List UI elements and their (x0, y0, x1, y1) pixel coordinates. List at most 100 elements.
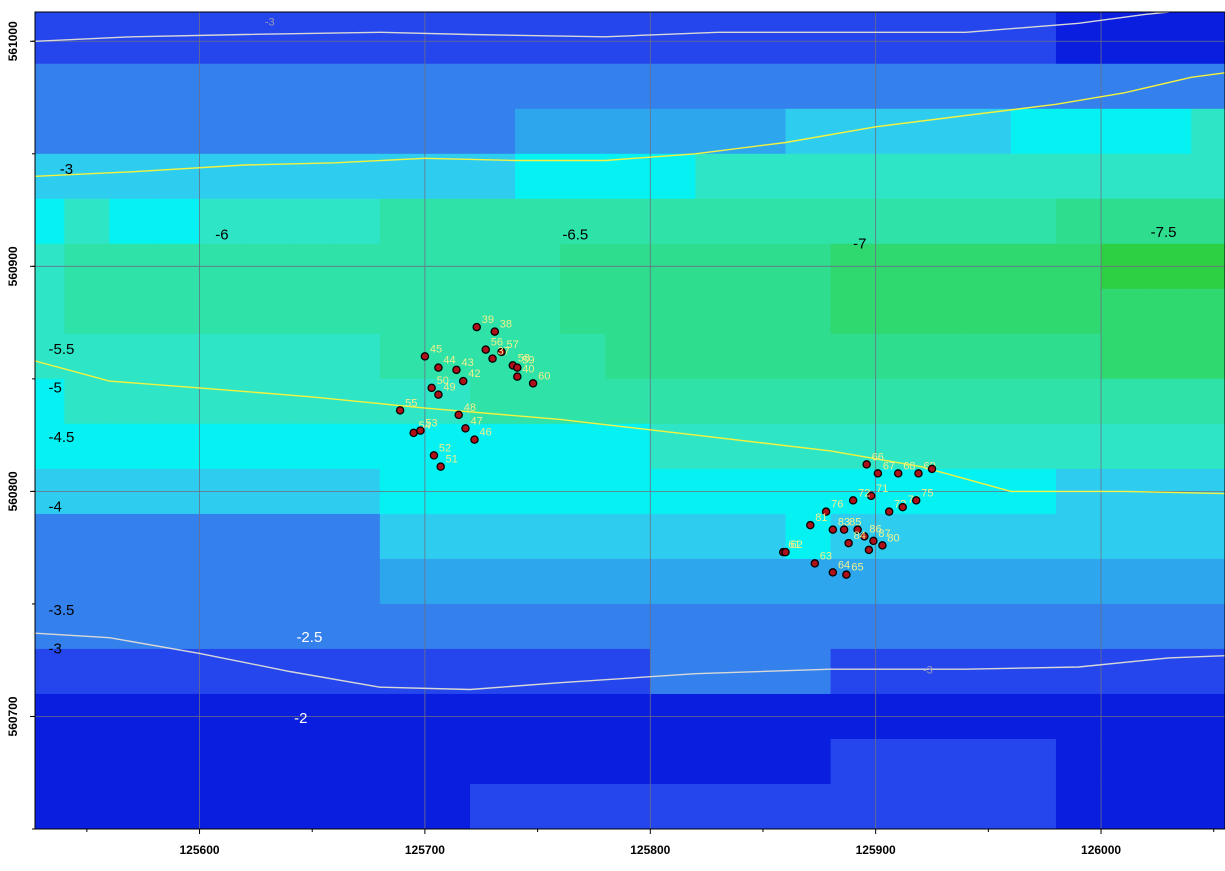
sample-point-marker[interactable] (860, 532, 869, 541)
raster-cell (830, 198, 877, 245)
raster-cell (1146, 783, 1192, 829)
raster-cell (875, 783, 922, 829)
raster-cell (830, 288, 877, 335)
sample-point-marker[interactable] (893, 469, 903, 478)
contour-label: -7 (853, 235, 866, 252)
sample-point-marker[interactable] (898, 502, 907, 512)
sample-point-marker[interactable] (806, 520, 815, 530)
sample-point-marker[interactable] (395, 406, 405, 415)
sample-point-marker[interactable] (821, 507, 831, 516)
raster-cell (424, 333, 471, 380)
sample-point-marker[interactable] (470, 435, 479, 444)
contour-label: -6 (215, 226, 228, 243)
sample-point-marker[interactable] (490, 327, 500, 336)
sample-point-marker[interactable] (472, 322, 481, 332)
sample-point-label: 64 (838, 559, 850, 571)
contour-label: -2 (294, 710, 307, 727)
raster-cell (920, 648, 967, 695)
sample-point-marker[interactable] (434, 363, 443, 372)
raster-cell (1146, 378, 1192, 425)
raster-cell (199, 738, 246, 785)
sample-point-label: 87 (878, 528, 890, 540)
raster-cell (785, 648, 832, 695)
map-plot-area[interactable]: -3 -6 -6.5 -7 -7.5 -5.5 -5 -4.5 -4 -3.5 -3 -2.5 -2 -3… (35, 12, 1225, 830)
sample-point-marker[interactable] (911, 496, 921, 505)
sample-point-marker[interactable] (461, 424, 470, 433)
raster-cell (334, 648, 381, 695)
raster-cell (650, 648, 696, 695)
sample-point-marker[interactable] (873, 469, 883, 478)
raster-cell (244, 153, 291, 200)
sample-point-marker[interactable] (844, 538, 853, 548)
sample-point-marker[interactable] (914, 469, 923, 478)
sample-point-marker[interactable] (842, 570, 851, 579)
raster-cell (35, 378, 65, 425)
raster-cell (965, 63, 1012, 110)
raster-cell (1146, 12, 1192, 65)
sample-point-marker[interactable] (862, 460, 871, 469)
raster-cell (650, 153, 696, 200)
sample-point-marker[interactable] (781, 547, 790, 557)
sample-point-marker[interactable] (427, 383, 436, 393)
sample-point-label: 53 (425, 418, 437, 430)
raster-cell (289, 738, 336, 785)
raster-cell (830, 153, 877, 200)
y-tick-label: 560900 (6, 246, 20, 286)
sample-point-marker[interactable] (828, 525, 838, 534)
sample-point-marker[interactable] (810, 559, 820, 568)
raster-cell (424, 603, 471, 650)
raster-cell (154, 738, 201, 785)
sample-point-marker[interactable] (878, 541, 887, 550)
sample-point-marker[interactable] (853, 525, 862, 534)
sample-point-marker[interactable] (452, 365, 461, 375)
sample-point-marker[interactable] (429, 451, 439, 460)
raster-cell (1055, 63, 1102, 110)
sample-point-marker[interactable] (839, 525, 849, 534)
raster-cell (1101, 378, 1147, 425)
sample-point-marker[interactable] (884, 507, 894, 516)
raster-cell (379, 153, 426, 200)
sample-point-marker[interactable] (454, 410, 463, 420)
raster-cell (875, 108, 922, 155)
raster-cell (920, 63, 967, 110)
raster-cell (560, 288, 606, 335)
raster-cell (695, 513, 742, 560)
raster-cell (35, 423, 65, 470)
sample-point-marker[interactable] (416, 426, 425, 435)
raster-cell (469, 153, 516, 200)
sample-point-label: 52 (439, 442, 451, 454)
raster-cell (64, 198, 110, 245)
x-tick-label: 125700 (405, 843, 445, 857)
sample-point-marker[interactable] (864, 545, 874, 555)
raster-cell (289, 513, 336, 560)
raster-cell (695, 423, 742, 470)
sample-point-marker[interactable] (420, 352, 430, 361)
sample-point-marker[interactable] (528, 379, 538, 388)
raster-cell (199, 378, 246, 425)
contour-labels: -3 -6 -6.5 -7 -7.5 -5.5 -5 -4.5 -4 -3.5 -3 -2.5 -2 -3… (49, 17, 1177, 728)
sample-point-marker[interactable] (927, 464, 937, 474)
sample-point-marker[interactable] (513, 372, 522, 381)
sample-point-marker[interactable] (869, 536, 878, 546)
raster-cell (965, 783, 1012, 829)
raster-cell (1055, 423, 1102, 470)
sample-point-marker[interactable] (488, 354, 497, 363)
sample-point-marker[interactable] (458, 376, 468, 386)
sample-point-marker[interactable] (828, 568, 838, 577)
sample-point-marker[interactable] (497, 347, 506, 357)
sample-point-label: 55 (405, 397, 417, 409)
map-border (34, 11, 1225, 830)
sample-point-marker[interactable] (848, 496, 858, 505)
raster-cell (515, 783, 561, 829)
raster-cell (199, 513, 246, 560)
sample-point-marker[interactable] (436, 462, 445, 471)
sample-point-marker[interactable] (513, 363, 522, 372)
sample-point-marker[interactable] (434, 390, 443, 399)
x-tick-label: 125800 (630, 843, 670, 857)
raster-cell (920, 603, 967, 650)
raster-cell (199, 648, 246, 695)
raster-cell (1101, 738, 1147, 785)
raster-cell (35, 63, 65, 110)
sample-point-marker[interactable] (866, 491, 876, 501)
sample-point-marker[interactable] (481, 345, 491, 354)
